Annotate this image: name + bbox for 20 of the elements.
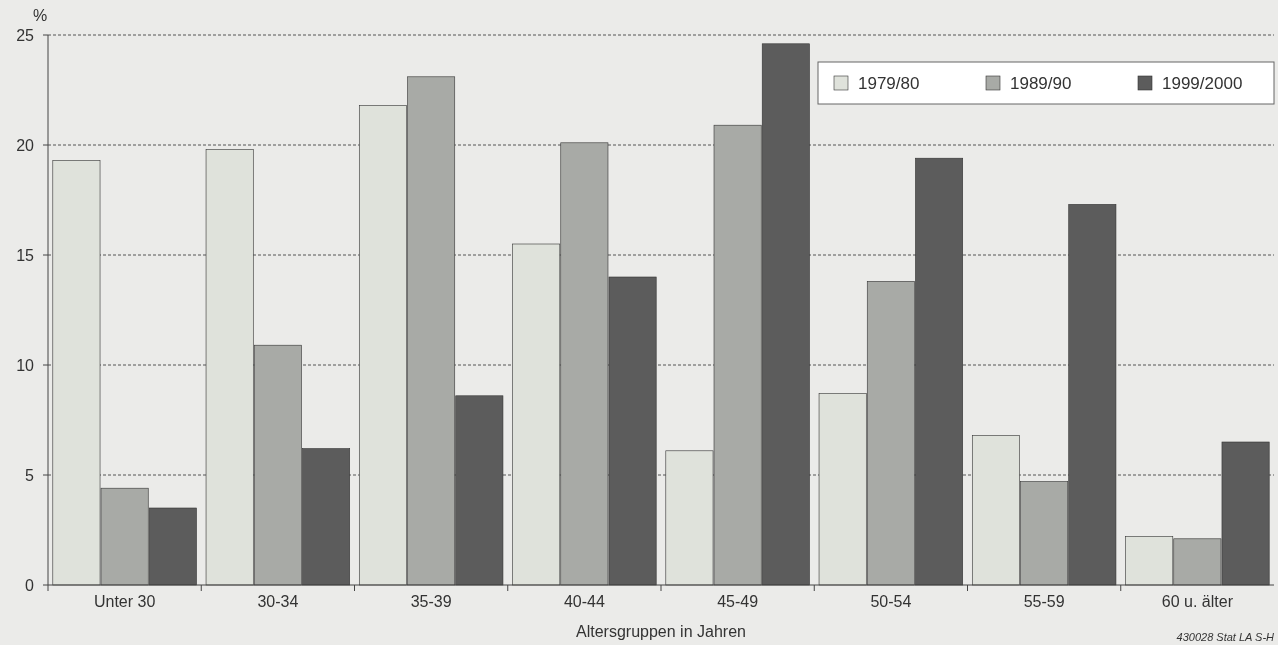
x-tick-label: 60 u. älter [1161,593,1234,610]
y-tick-label: 25 [16,26,35,44]
x-tick-label: 30-34 [257,593,299,610]
x-tick-label: 45-49 [717,593,759,610]
x-axis-title: Altersgruppen in Jahren [576,623,746,640]
legend-label: 1979/80 [858,73,920,93]
y-tick-label: 10 [16,356,35,374]
legend-label: 1989/90 [1010,73,1072,93]
y-tick-label: 5 [25,466,35,484]
legend-label: 1999/2000 [1162,73,1243,93]
x-tick-label: 40-44 [563,593,605,610]
x-tick-label: Unter 30 [93,593,156,610]
y-axis-title: % [32,7,48,24]
x-tick-label: 50-54 [870,593,912,610]
y-tick-label: 15 [16,246,35,264]
y-tick-label: 20 [16,136,35,154]
text: 430028 Stat LA S-H [1176,631,1275,643]
x-tick-label: 55-59 [1023,593,1065,610]
x-tick-label: 35-39 [410,593,452,610]
y-tick-label: 0 [25,576,35,594]
